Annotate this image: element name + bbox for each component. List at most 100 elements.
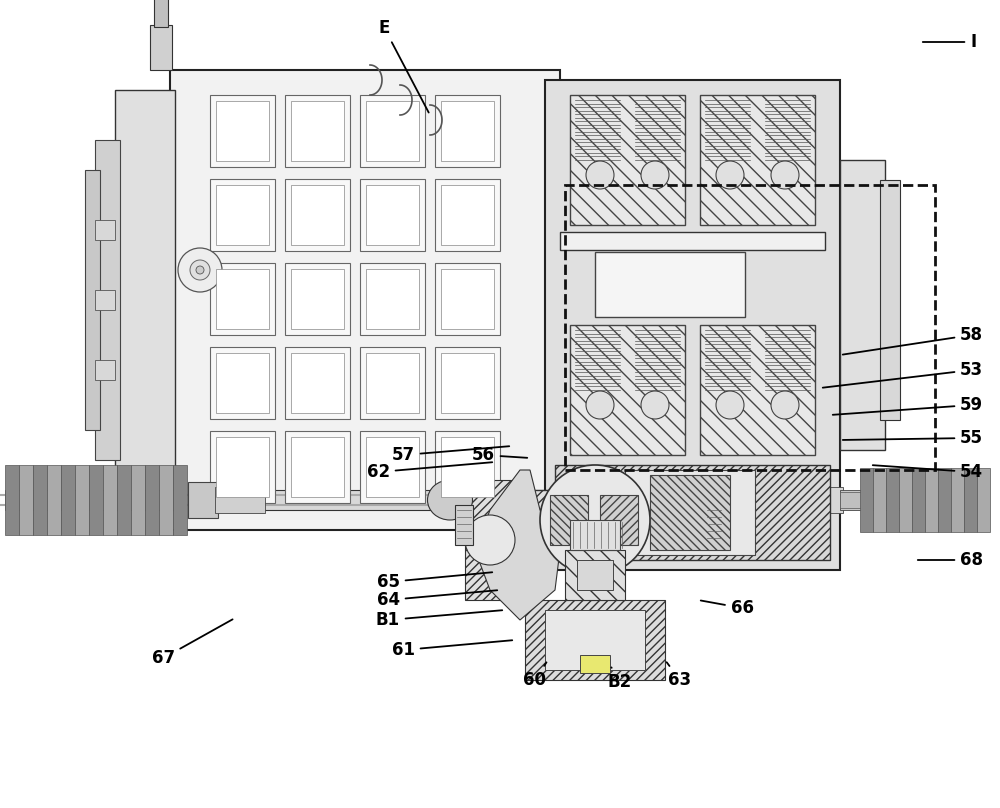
Bar	[840, 492, 918, 508]
Bar	[441, 269, 494, 329]
Bar	[555, 465, 830, 560]
Bar	[285, 179, 350, 251]
Bar	[115, 90, 175, 510]
Bar	[435, 263, 500, 335]
Bar	[75, 465, 89, 535]
Text: 54: 54	[873, 463, 983, 481]
Bar	[550, 85, 835, 565]
Bar	[216, 101, 269, 161]
Circle shape	[465, 515, 515, 565]
Circle shape	[641, 161, 669, 189]
Bar	[216, 437, 269, 497]
Bar	[366, 101, 419, 161]
Text: B2: B2	[608, 667, 632, 691]
Bar	[938, 468, 951, 532]
Bar	[808, 487, 843, 513]
Bar	[360, 431, 425, 503]
Bar	[435, 431, 500, 503]
Bar	[5, 490, 185, 510]
Bar	[95, 140, 120, 460]
Bar	[625, 470, 755, 555]
Bar	[650, 475, 730, 550]
Bar	[435, 347, 500, 419]
Bar	[880, 180, 900, 420]
Bar	[210, 490, 550, 510]
Text: 56: 56	[472, 446, 527, 464]
Bar	[285, 431, 350, 503]
Bar	[173, 465, 187, 535]
Circle shape	[771, 391, 799, 419]
Bar	[117, 465, 131, 535]
Bar	[595, 252, 745, 317]
Bar	[585, 120, 600, 480]
Bar	[441, 437, 494, 497]
Bar	[291, 353, 344, 413]
Bar	[95, 290, 115, 310]
Bar	[210, 95, 275, 167]
Bar	[103, 465, 117, 535]
Text: 55: 55	[843, 429, 983, 447]
Bar	[47, 465, 61, 535]
Bar	[215, 487, 265, 513]
Bar	[366, 269, 419, 329]
Bar	[570, 520, 620, 550]
Circle shape	[586, 161, 614, 189]
Bar	[291, 437, 344, 497]
Bar	[61, 465, 75, 535]
Bar	[770, 490, 810, 510]
Bar	[210, 263, 275, 335]
Bar	[131, 465, 145, 535]
Bar	[899, 468, 912, 532]
Bar	[170, 70, 560, 530]
Bar	[366, 437, 419, 497]
Bar	[285, 263, 350, 335]
Bar	[441, 185, 494, 245]
Bar	[291, 101, 344, 161]
Bar	[951, 468, 964, 532]
Bar	[570, 325, 685, 455]
Bar	[912, 468, 925, 532]
Circle shape	[771, 161, 799, 189]
Bar	[560, 232, 825, 250]
Bar	[565, 185, 935, 470]
Bar	[19, 465, 33, 535]
Text: 53: 53	[823, 361, 983, 388]
Bar	[873, 468, 886, 532]
Bar	[700, 95, 815, 225]
Circle shape	[586, 391, 614, 419]
Circle shape	[716, 391, 744, 419]
Bar	[291, 269, 344, 329]
Text: 60: 60	[524, 663, 546, 689]
Bar	[150, 25, 172, 70]
Circle shape	[716, 161, 744, 189]
Bar	[210, 431, 275, 503]
Ellipse shape	[428, 480, 473, 520]
Bar	[840, 160, 885, 450]
Bar	[188, 482, 218, 518]
Bar	[360, 263, 425, 335]
Text: 59: 59	[833, 396, 983, 415]
Bar	[360, 95, 425, 167]
Bar	[455, 505, 473, 545]
Bar	[435, 179, 500, 251]
Text: 61: 61	[392, 640, 512, 659]
Bar	[145, 465, 159, 535]
Bar	[210, 347, 275, 419]
Text: 66: 66	[701, 599, 754, 617]
Bar	[465, 480, 520, 600]
Text: E: E	[379, 19, 429, 112]
Bar	[840, 490, 920, 510]
Text: 58: 58	[843, 326, 983, 355]
Bar	[441, 353, 494, 413]
Text: B1: B1	[376, 610, 502, 629]
Bar	[705, 505, 723, 545]
Bar	[550, 495, 588, 545]
Bar	[570, 95, 685, 225]
Bar	[860, 468, 873, 532]
Bar	[366, 353, 419, 413]
Bar	[285, 347, 350, 419]
Circle shape	[190, 260, 210, 280]
Bar	[89, 465, 103, 535]
Bar	[435, 95, 500, 167]
Bar	[291, 185, 344, 245]
